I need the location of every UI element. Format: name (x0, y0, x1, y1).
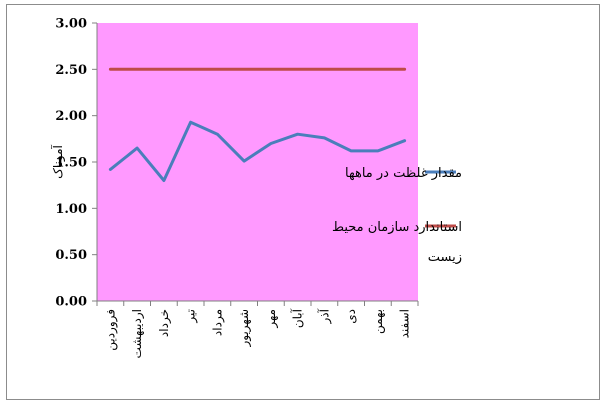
x-tick-label: مهر (264, 309, 279, 329)
x-tick-label: بهمن (371, 309, 386, 334)
series-group (108, 67, 407, 182)
y-tick-label: 0.00 (55, 295, 87, 310)
x-tick-label: مرداد (210, 309, 225, 336)
y-tick-label: 0.50 (55, 248, 87, 263)
legend-label: مقدار غلظت در ماهها (345, 166, 462, 181)
y-axis-label: آموناک (50, 144, 66, 178)
legend: مقدار غلظت در ماهها استاندارد سازمان محیط… (332, 166, 462, 265)
y-tick-label: 2.50 (55, 63, 87, 78)
x-axis-ticks: فروردین اردیبهشت خرداد تیر مرداد شهریور مهر آبا… (96, 301, 419, 358)
x-tick-label: خرداد (157, 309, 172, 337)
x-tick-label: تیر (184, 309, 199, 324)
x-tick-label: شهریور (237, 309, 252, 348)
legend-label: زیست (428, 250, 462, 265)
y-axis-ticks: 0.00 0.50 1.00 1.50 2.00 2.50 3.00 (55, 17, 97, 310)
y-tick-label: 1.00 (55, 202, 87, 217)
x-tick-label: فروردین (103, 309, 118, 351)
x-tick-label: آبان (290, 308, 305, 328)
plot-area (97, 23, 418, 301)
x-tick-label: آذر (316, 308, 332, 324)
y-tick-label: 1.50 (55, 156, 87, 171)
x-tick-label: دی (344, 309, 358, 324)
x-tick-label: اسفند (398, 309, 412, 338)
y-tick-label: 3.00 (55, 17, 87, 32)
legend-label: استاندارد سازمان محیط (332, 220, 462, 235)
x-tick-label: اردیبهشت (130, 309, 145, 358)
series-line-1 (108, 120, 407, 182)
y-tick-label: 2.00 (55, 109, 87, 124)
